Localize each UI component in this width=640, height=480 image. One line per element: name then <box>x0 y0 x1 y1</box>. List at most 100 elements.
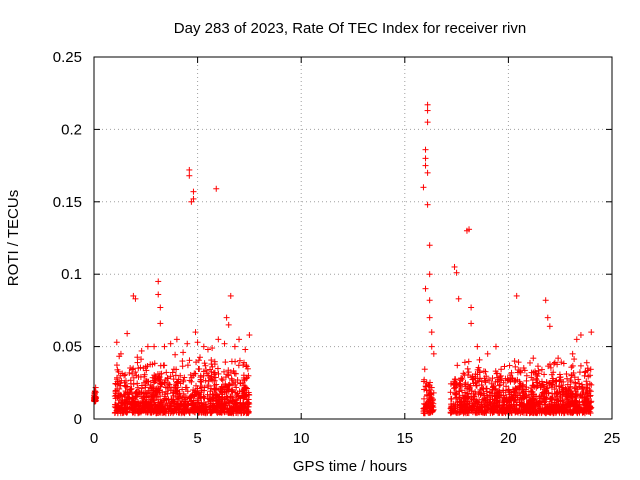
data-point <box>447 389 454 396</box>
data-point <box>240 359 247 366</box>
data-point <box>567 384 574 391</box>
data-point <box>532 409 539 416</box>
data-point <box>166 381 173 388</box>
data-point <box>504 377 511 384</box>
data-point <box>205 382 212 389</box>
data-point <box>571 405 578 412</box>
data-point <box>582 407 589 414</box>
data-point <box>561 389 568 396</box>
data-point <box>211 377 218 384</box>
data-point <box>204 391 211 398</box>
data-point <box>242 346 249 353</box>
data-point <box>160 397 167 404</box>
data-point <box>576 380 583 387</box>
data-point <box>172 351 179 358</box>
data-point <box>239 399 246 406</box>
data-point <box>225 409 232 416</box>
data-point <box>121 372 128 379</box>
data-point <box>516 378 523 385</box>
data-point <box>474 398 481 405</box>
data-point <box>569 362 576 369</box>
data-point <box>551 359 558 366</box>
data-point <box>452 384 459 391</box>
data-point <box>570 409 577 416</box>
data-point <box>113 376 120 383</box>
data-point <box>147 398 154 405</box>
data-point <box>121 404 128 411</box>
data-point <box>451 263 458 270</box>
data-point <box>232 379 239 386</box>
data-point <box>246 332 253 339</box>
data-point <box>121 393 128 400</box>
data-point <box>517 384 524 391</box>
data-point <box>180 349 187 356</box>
data-point <box>478 382 485 389</box>
data-point <box>236 357 243 364</box>
data-point <box>430 404 437 411</box>
data-point <box>556 406 563 413</box>
data-point <box>216 394 223 401</box>
data-point <box>222 402 229 409</box>
data-point <box>198 387 205 394</box>
data-point <box>155 278 162 285</box>
data-point <box>184 388 191 395</box>
data-point <box>470 380 477 387</box>
data-point <box>195 390 202 397</box>
data-point <box>132 369 139 376</box>
data-point <box>549 390 556 397</box>
data-point <box>179 358 186 365</box>
data-point <box>155 291 162 298</box>
data-point <box>223 314 230 321</box>
data-point <box>156 387 163 394</box>
data-point <box>169 369 176 376</box>
data-point <box>550 410 557 417</box>
data-point <box>139 395 146 402</box>
data-point <box>489 386 496 393</box>
data-point <box>563 375 570 382</box>
data-point <box>511 358 518 365</box>
data-point <box>546 361 553 368</box>
data-point <box>134 384 141 391</box>
data-point <box>520 390 527 397</box>
data-point <box>423 402 430 409</box>
data-point <box>231 343 238 350</box>
data-point <box>582 368 589 375</box>
data-point <box>526 359 533 366</box>
data-point <box>145 378 152 385</box>
data-point <box>232 370 239 377</box>
data-point <box>422 155 429 162</box>
data-point <box>482 378 489 385</box>
data-point <box>558 359 565 366</box>
data-point <box>549 396 556 403</box>
data-point <box>461 392 468 399</box>
data-point <box>240 386 247 393</box>
x-tick-label: 0 <box>90 430 98 447</box>
data-point <box>476 356 483 363</box>
data-point <box>583 384 590 391</box>
data-point <box>452 376 459 383</box>
data-point <box>232 389 239 396</box>
data-point <box>188 407 195 414</box>
data-point <box>505 387 512 394</box>
data-point <box>194 385 201 392</box>
data-point <box>461 398 468 405</box>
data-point <box>202 377 209 384</box>
data-point <box>213 185 220 192</box>
data-point <box>213 381 220 388</box>
data-point <box>494 374 501 381</box>
data-point <box>134 354 141 361</box>
data-point <box>560 360 567 367</box>
data-point <box>135 373 142 380</box>
data-point <box>569 394 576 401</box>
data-point <box>513 292 520 299</box>
data-point <box>486 394 493 401</box>
data-point <box>534 398 541 405</box>
data-point <box>476 369 483 376</box>
data-point <box>489 403 496 410</box>
data-point <box>243 396 250 403</box>
data-point <box>571 385 578 392</box>
data-point <box>521 403 528 410</box>
data-point <box>563 370 570 377</box>
data-point <box>568 364 575 371</box>
data-point <box>173 336 180 343</box>
